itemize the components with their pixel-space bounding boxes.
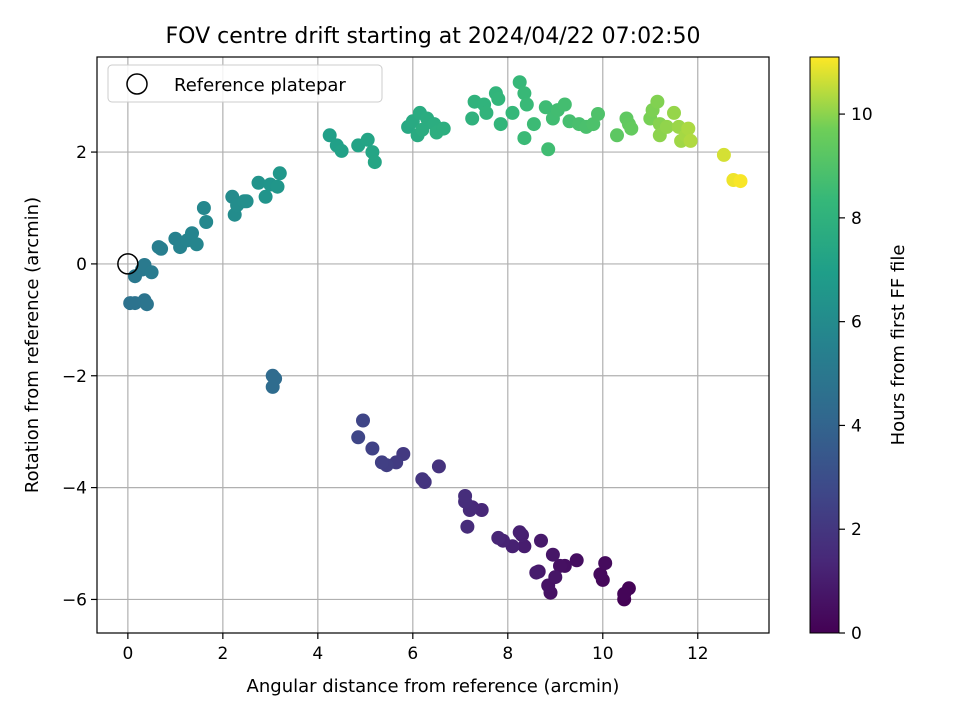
legend-label: Reference platepar — [174, 75, 346, 96]
data-point — [365, 441, 380, 456]
data-point — [659, 119, 674, 134]
data-point — [270, 179, 285, 194]
colorbar-tick-label: 4 — [851, 416, 862, 436]
data-point — [681, 121, 696, 136]
data-point — [199, 215, 214, 229]
data-point — [512, 525, 527, 540]
data-point — [545, 547, 560, 562]
reference-marker — [117, 253, 139, 275]
x-tick-label: 12 — [687, 644, 709, 664]
colorbar-tick-label: 2 — [851, 520, 862, 540]
data-point — [196, 201, 211, 215]
data-point — [431, 459, 446, 474]
data-point — [239, 194, 254, 209]
legend-box — [107, 64, 383, 103]
y-tick-label: −6 — [62, 590, 87, 610]
data-point — [415, 472, 430, 487]
data-point — [617, 586, 632, 601]
data-point — [139, 297, 154, 312]
data-point — [465, 111, 480, 126]
data-point — [553, 558, 567, 573]
colorbar-label: Hours from first FF file — [888, 245, 909, 446]
data-point — [517, 131, 532, 146]
data-point — [517, 539, 532, 554]
data-point — [512, 75, 527, 90]
x-tick-label: 0 — [122, 644, 133, 664]
colorbar-ticks: 0 2 4 6 8 10 — [839, 105, 873, 644]
data-point — [493, 117, 508, 132]
data-point — [479, 105, 494, 120]
y-tick-label: −4 — [62, 479, 87, 499]
data-point — [650, 94, 665, 109]
colorbar-tick-label: 6 — [851, 313, 862, 333]
x-tick-label: 10 — [592, 644, 614, 664]
data-point — [733, 174, 748, 189]
chart-title: FOV centre drift starting at 2024/04/22 … — [166, 24, 701, 49]
data-point — [548, 570, 563, 585]
data-point — [374, 455, 389, 470]
legend-marker — [126, 73, 148, 95]
data-point — [505, 105, 520, 120]
data-point — [557, 97, 572, 112]
x-axis-ticks: 0 2 4 6 8 10 12 — [122, 633, 709, 664]
data-point — [491, 91, 506, 106]
data-point — [624, 121, 639, 136]
legend: Reference platepar — [107, 64, 383, 103]
data-point — [534, 533, 548, 548]
data-point — [491, 530, 506, 545]
data-point — [334, 143, 349, 158]
data-point — [154, 241, 169, 256]
data-point — [458, 489, 473, 503]
data-point — [356, 413, 370, 428]
data-point — [667, 105, 681, 120]
data-point — [415, 122, 430, 137]
x-tick-label: 6 — [407, 644, 418, 664]
data-point — [272, 166, 287, 181]
data-point — [265, 379, 280, 394]
x-tick-label: 2 — [217, 644, 228, 664]
data-point — [351, 430, 366, 445]
data-point — [460, 519, 475, 534]
colorbar-tick-label: 10 — [851, 105, 873, 125]
data-points — [123, 75, 748, 607]
colorbar-tick-label: 8 — [851, 209, 862, 229]
y-tick-label: −2 — [62, 367, 87, 387]
data-point — [367, 155, 382, 170]
y-tick-label: 0 — [76, 255, 87, 275]
colorbar: 0 2 4 6 8 10 Hours from first FF file — [809, 56, 909, 644]
data-point — [258, 189, 273, 204]
data-point — [360, 132, 375, 147]
data-point — [322, 128, 337, 143]
x-tick-label: 8 — [502, 644, 513, 664]
data-point — [251, 175, 266, 190]
data-point — [593, 567, 608, 582]
data-point — [517, 86, 532, 101]
data-point — [185, 226, 199, 241]
y-axis-ticks: −6 −4 −2 0 2 — [62, 143, 97, 610]
colorbar-gradient — [809, 56, 840, 634]
data-point — [529, 565, 544, 580]
y-tick-label: 2 — [76, 143, 87, 163]
data-point — [591, 107, 605, 121]
data-point — [436, 121, 451, 136]
data-point — [716, 147, 731, 162]
x-tick-label: 4 — [312, 644, 323, 664]
y-axis-label: Rotation from reference (arcmin) — [22, 197, 43, 493]
data-point — [610, 128, 624, 143]
plot-frame — [96, 56, 770, 634]
data-point — [144, 265, 159, 280]
data-point — [538, 100, 553, 115]
data-point — [526, 117, 541, 132]
grid — [97, 57, 769, 633]
data-point — [519, 97, 534, 112]
data-point — [569, 553, 584, 568]
colorbar-tick-label: 0 — [851, 624, 862, 644]
data-point — [189, 237, 204, 252]
data-point — [683, 133, 698, 148]
data-point — [541, 142, 556, 157]
reference-platepar-marker — [117, 253, 139, 275]
data-point — [598, 556, 613, 571]
x-axis-label: Angular distance from reference (arcmin) — [247, 676, 620, 697]
